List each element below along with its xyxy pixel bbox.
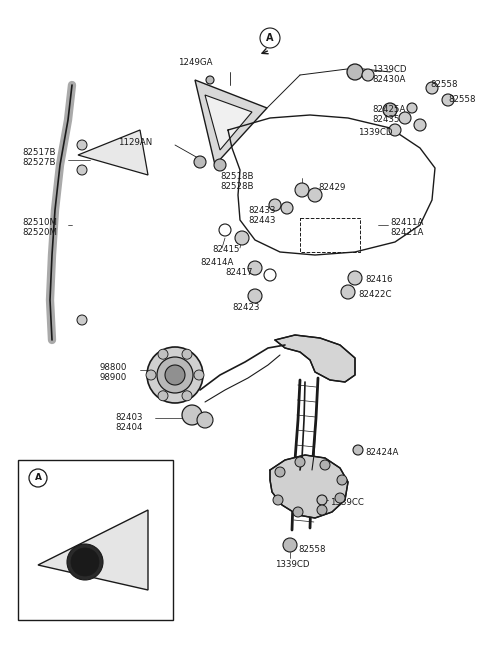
- Text: A: A: [266, 33, 274, 43]
- Circle shape: [248, 289, 262, 303]
- Text: 82411A
82421A: 82411A 82421A: [390, 218, 423, 237]
- Circle shape: [399, 112, 411, 124]
- Text: 82429: 82429: [318, 183, 346, 192]
- Circle shape: [383, 103, 397, 117]
- Polygon shape: [275, 335, 355, 382]
- Circle shape: [320, 460, 330, 470]
- Circle shape: [442, 94, 454, 106]
- Circle shape: [214, 159, 226, 171]
- Text: 82558: 82558: [448, 95, 476, 104]
- Circle shape: [147, 347, 203, 403]
- Circle shape: [158, 349, 168, 359]
- Circle shape: [293, 507, 303, 517]
- Circle shape: [158, 391, 168, 401]
- Circle shape: [182, 349, 192, 359]
- Circle shape: [194, 370, 204, 380]
- Circle shape: [281, 202, 293, 214]
- Polygon shape: [78, 130, 148, 175]
- Circle shape: [335, 493, 345, 503]
- Circle shape: [426, 82, 438, 94]
- Circle shape: [353, 445, 363, 455]
- Text: 98800
98900: 98800 98900: [100, 363, 127, 383]
- Text: 82517B
82527B: 82517B 82527B: [22, 148, 56, 168]
- Text: 1339CD: 1339CD: [275, 560, 310, 569]
- Text: 82423: 82423: [232, 303, 260, 312]
- Circle shape: [165, 365, 185, 385]
- Circle shape: [194, 156, 206, 168]
- Circle shape: [347, 64, 363, 80]
- Polygon shape: [270, 455, 348, 518]
- Text: 82558: 82558: [298, 545, 325, 554]
- Circle shape: [269, 199, 281, 211]
- Polygon shape: [38, 510, 148, 590]
- Text: 82415: 82415: [212, 245, 240, 254]
- Circle shape: [308, 188, 322, 202]
- Circle shape: [389, 124, 401, 136]
- Text: 82425A
82435: 82425A 82435: [372, 105, 406, 124]
- Circle shape: [206, 76, 214, 84]
- Circle shape: [219, 224, 231, 236]
- Text: 1339CD: 1339CD: [358, 128, 393, 137]
- Circle shape: [77, 165, 87, 175]
- Text: 82403
82404: 82403 82404: [115, 413, 143, 432]
- Circle shape: [341, 285, 355, 299]
- Polygon shape: [205, 95, 252, 150]
- Circle shape: [157, 357, 193, 393]
- Circle shape: [29, 469, 47, 487]
- Text: 82422C: 82422C: [358, 290, 392, 299]
- Text: 82416: 82416: [365, 275, 393, 284]
- Circle shape: [283, 538, 297, 552]
- Text: 82424A: 82424A: [365, 448, 398, 457]
- Circle shape: [71, 548, 99, 576]
- Circle shape: [273, 495, 283, 505]
- Circle shape: [248, 261, 262, 275]
- Circle shape: [317, 495, 327, 505]
- Circle shape: [295, 183, 309, 197]
- Circle shape: [362, 69, 374, 81]
- Circle shape: [67, 544, 103, 580]
- Text: 82558: 82558: [430, 80, 457, 89]
- Text: 1339CC: 1339CC: [330, 498, 364, 507]
- Circle shape: [295, 457, 305, 467]
- Text: 1339CD: 1339CD: [372, 65, 407, 74]
- Text: 82433
82443: 82433 82443: [248, 206, 276, 225]
- Circle shape: [264, 269, 276, 281]
- Circle shape: [337, 475, 347, 485]
- Text: 1249GA: 1249GA: [178, 58, 212, 67]
- Circle shape: [146, 370, 156, 380]
- Circle shape: [182, 391, 192, 401]
- Text: 82417: 82417: [225, 268, 252, 277]
- Text: 82518B
82528B: 82518B 82528B: [73, 602, 107, 622]
- Text: 82414A: 82414A: [200, 258, 233, 267]
- Polygon shape: [195, 80, 267, 165]
- Text: 82510M
82520M: 82510M 82520M: [22, 218, 57, 237]
- Text: 1129AN: 1129AN: [118, 138, 152, 147]
- Circle shape: [235, 231, 249, 245]
- Circle shape: [317, 505, 327, 515]
- Circle shape: [275, 467, 285, 477]
- Circle shape: [197, 412, 213, 428]
- Text: A: A: [35, 474, 41, 483]
- Circle shape: [348, 271, 362, 285]
- Circle shape: [407, 103, 417, 113]
- Text: 82430A: 82430A: [372, 75, 406, 84]
- FancyBboxPatch shape: [18, 460, 173, 620]
- Circle shape: [182, 405, 202, 425]
- Circle shape: [414, 119, 426, 131]
- Text: 82518B
82528B: 82518B 82528B: [220, 172, 253, 191]
- Circle shape: [260, 28, 280, 48]
- Circle shape: [77, 140, 87, 150]
- Circle shape: [77, 315, 87, 325]
